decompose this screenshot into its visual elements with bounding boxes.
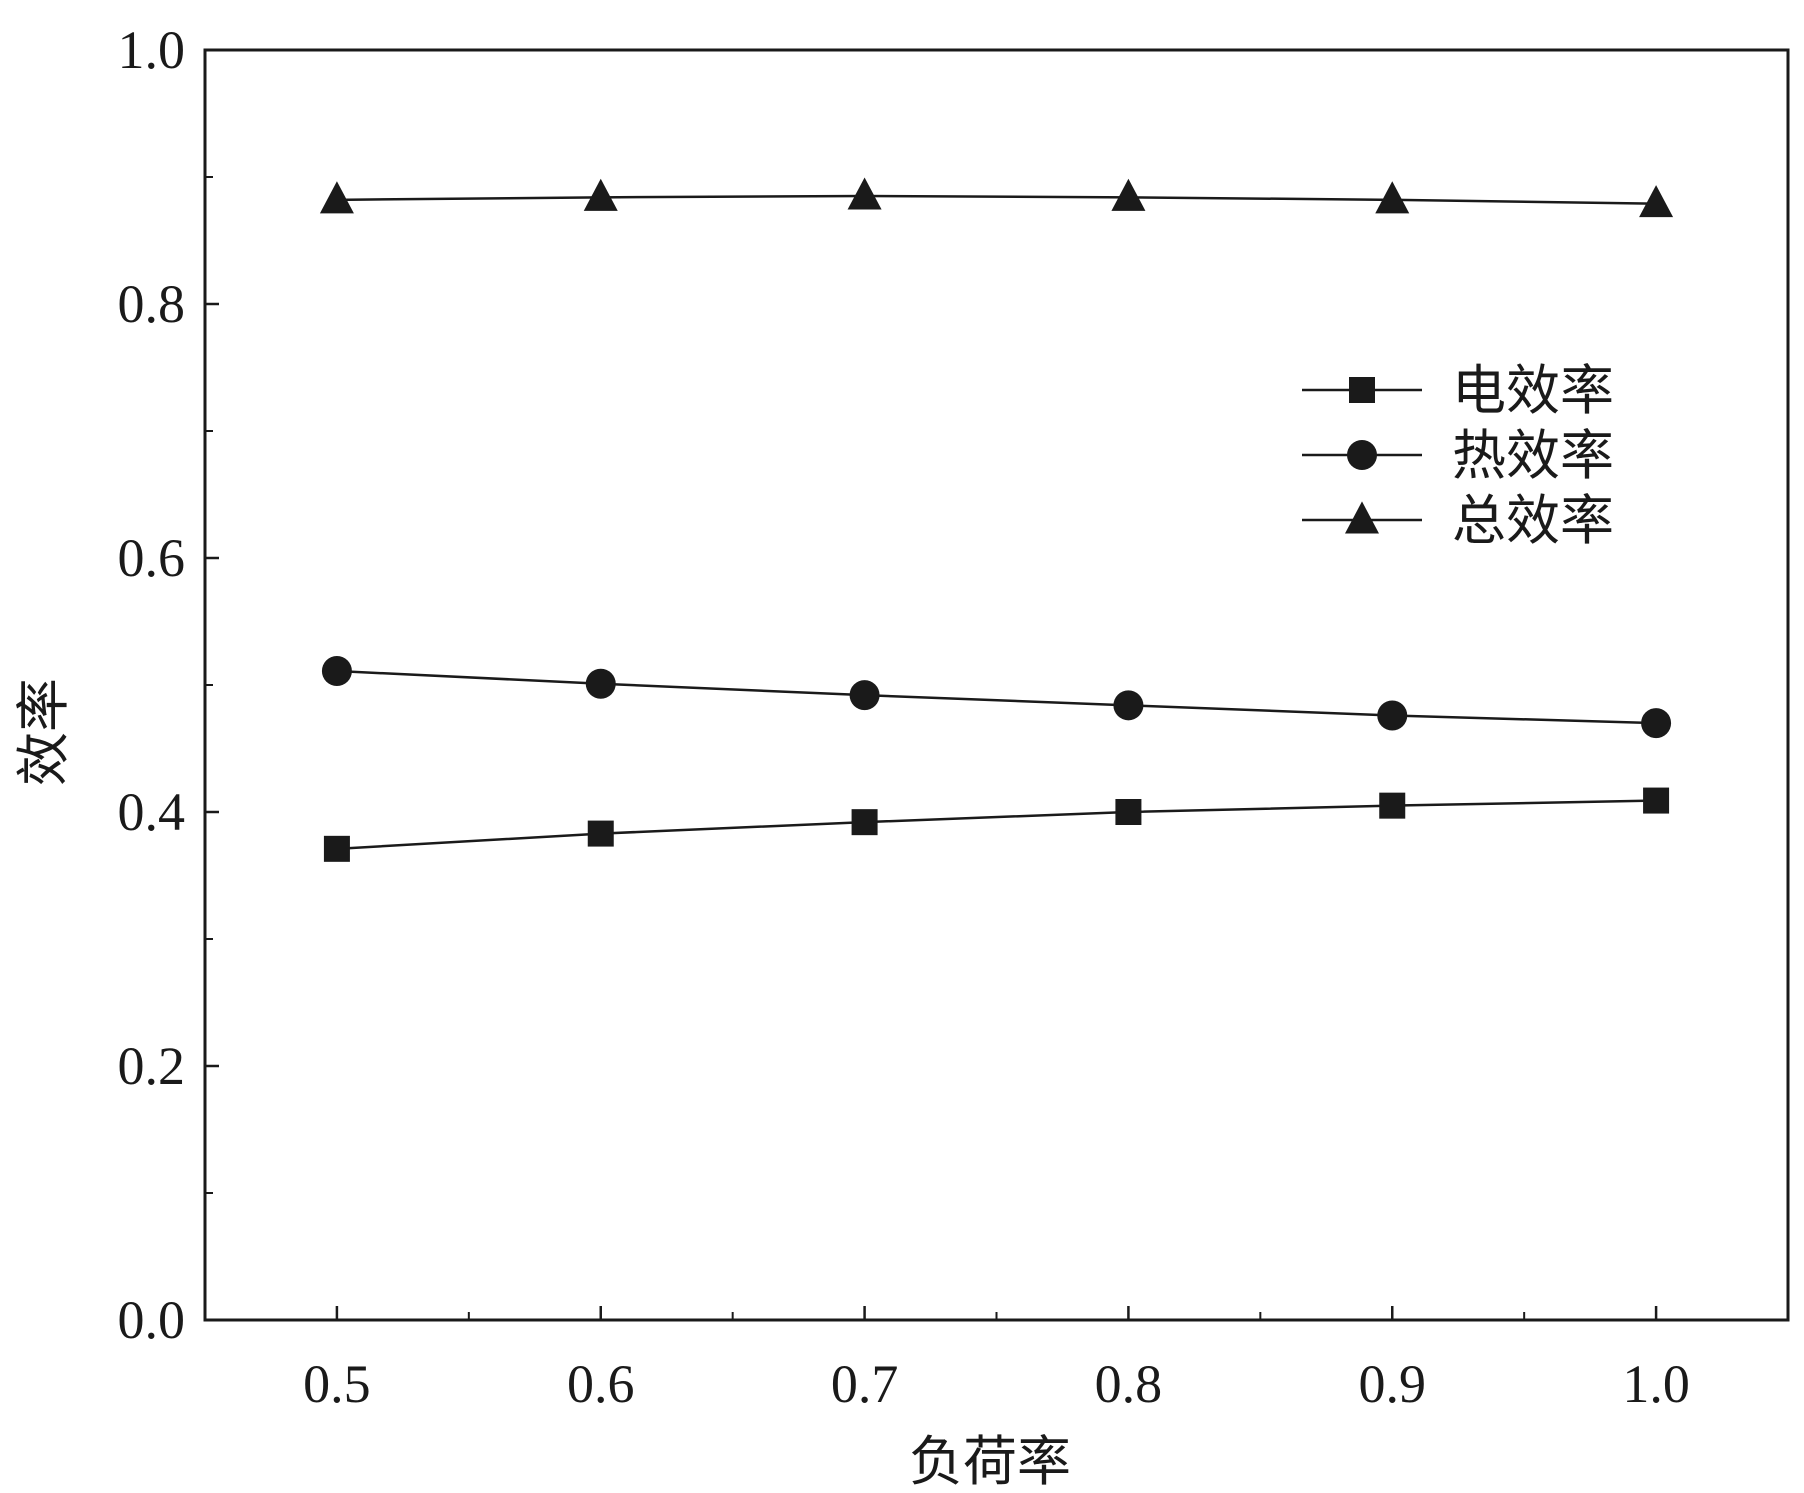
square-marker (1379, 792, 1406, 819)
square-marker (851, 809, 878, 836)
triangle-marker (1375, 181, 1410, 214)
x-tick-label: 0.8 (1095, 1354, 1163, 1414)
series-square (323, 787, 1670, 862)
circle-marker (1641, 708, 1672, 739)
y-tick-label: 0.4 (118, 782, 186, 842)
square-marker (323, 835, 350, 862)
x-tick-label: 0.5 (303, 1354, 371, 1414)
legend-circle-marker (1347, 440, 1377, 470)
legend-label: 电效率 (1452, 359, 1614, 422)
square-marker (587, 820, 614, 847)
legend-label: 总效率 (1452, 489, 1614, 552)
circle-marker (585, 668, 616, 699)
circle-marker (321, 656, 352, 687)
x-tick-label: 0.6 (567, 1354, 635, 1414)
axes: 0.5 0.6 0.7 0.8 0.9 1.0 0.0 0.2 0.4 0.6 0.8 1.0 (118, 20, 1790, 1414)
triangle-marker (1639, 185, 1674, 218)
legend-square-marker (1349, 377, 1375, 403)
x-axis-title: 负荷率 (909, 1430, 1071, 1493)
series-triangle (319, 177, 1674, 218)
series-line (336, 799, 1657, 851)
x-tick-label: 1.0 (1622, 1354, 1690, 1414)
y-tick-label: 1.0 (118, 20, 186, 80)
triangle-marker (319, 181, 354, 214)
legend-label: 热效率 (1452, 424, 1614, 487)
x-tick-label: 0.9 (1359, 1354, 1427, 1414)
x-tick-label: 0.7 (831, 1354, 899, 1414)
y-tick-label: 0.0 (118, 1290, 186, 1350)
y-tick-label: 0.8 (118, 274, 186, 334)
legend-item: 热效率 (1302, 424, 1614, 487)
circle-marker (1113, 690, 1144, 721)
legend-item: 总效率 (1302, 489, 1614, 552)
triangle-marker (847, 177, 882, 210)
legend-item: 电效率 (1302, 359, 1614, 422)
square-marker (1115, 799, 1142, 825)
series-circle (321, 656, 1672, 739)
y-tick-label: 0.2 (118, 1036, 186, 1096)
y-tick-label: 0.6 (118, 528, 186, 588)
circle-marker (849, 680, 880, 711)
plot-frame (203, 48, 1790, 1322)
triangle-marker (583, 178, 618, 211)
legend-triangle-marker (1345, 501, 1379, 534)
y-axis-title: 效率 (12, 678, 75, 786)
circle-marker (1377, 700, 1408, 731)
series-line (336, 669, 1657, 725)
square-marker (1643, 787, 1670, 814)
series (319, 177, 1674, 862)
triangle-marker (1111, 178, 1146, 211)
series-line (336, 194, 1657, 205)
